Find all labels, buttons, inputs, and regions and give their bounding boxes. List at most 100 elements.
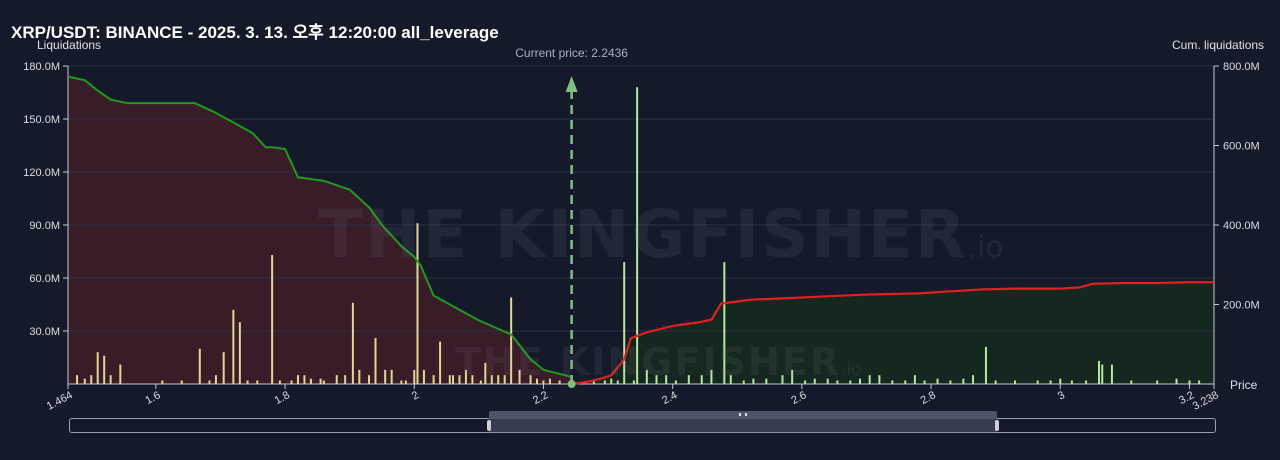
liquidation-bar bbox=[1156, 380, 1159, 384]
liquidation-bar bbox=[1110, 364, 1113, 384]
liquidation-bar bbox=[826, 378, 829, 384]
x-tick-label: 1.8 bbox=[273, 389, 292, 407]
liquidation-bar bbox=[616, 380, 619, 384]
liquidation-bar bbox=[535, 378, 538, 384]
liquidation-bar bbox=[439, 341, 442, 384]
liquidation-bar bbox=[674, 380, 677, 384]
liquidation-bar bbox=[1130, 380, 1133, 384]
liquidation-bar bbox=[636, 87, 639, 384]
liquidation-bar bbox=[278, 380, 281, 384]
liquidation-bar bbox=[791, 369, 794, 384]
liquidation-bar bbox=[290, 380, 293, 384]
zoom-handle-left[interactable] bbox=[487, 420, 491, 431]
liquidation-bar bbox=[452, 375, 455, 384]
liquidation-bar bbox=[858, 378, 861, 384]
liquidation-bar bbox=[422, 369, 425, 384]
liquidation-bar bbox=[448, 375, 451, 384]
liquidation-bar bbox=[198, 348, 201, 384]
liquidation-bar bbox=[479, 380, 482, 384]
liquidation-bar bbox=[400, 380, 403, 384]
liquidation-bar bbox=[984, 346, 987, 384]
liquidation-bar bbox=[490, 375, 493, 384]
liquidation-bar bbox=[208, 380, 211, 384]
liquidation-bar bbox=[723, 262, 726, 384]
liquidation-bar bbox=[232, 309, 235, 384]
liquidation-bar bbox=[309, 378, 312, 384]
left-tick-label: 90.0M bbox=[29, 220, 60, 232]
liquidation-bar bbox=[710, 369, 713, 384]
liquidation-bar bbox=[322, 380, 325, 384]
liquidation-bar bbox=[96, 352, 99, 384]
liquidation-bar bbox=[103, 355, 106, 384]
short-liquidation-area bbox=[68, 76, 572, 384]
liquidation-bar bbox=[351, 302, 354, 384]
liquidation-bar bbox=[335, 375, 338, 384]
zoom-slider-window[interactable] bbox=[489, 418, 997, 433]
right-tick-label: 800.0M bbox=[1223, 61, 1260, 73]
x-tick-label: 3.238 bbox=[1191, 389, 1221, 413]
liquidation-bar bbox=[994, 380, 997, 384]
liquidation-bar bbox=[1070, 380, 1073, 384]
liquidation-bar bbox=[1049, 380, 1052, 384]
liquidation-bar bbox=[645, 369, 648, 384]
liquidation-bar bbox=[752, 378, 755, 384]
liquidation-bar bbox=[238, 322, 241, 384]
liquidation-bar bbox=[923, 380, 926, 384]
liquidation-bar bbox=[246, 380, 249, 384]
liquidation-bar bbox=[972, 375, 975, 384]
x-tick-label: 2.8 bbox=[919, 389, 938, 407]
liquidation-bar bbox=[1036, 380, 1039, 384]
right-axis-title: Cum. liquidations bbox=[1172, 38, 1265, 52]
liquidation-bar bbox=[592, 380, 595, 384]
x-tick-label: 1.6 bbox=[143, 389, 162, 407]
x-tick-label: 1.464 bbox=[45, 389, 75, 413]
liquidation-bar bbox=[665, 375, 668, 384]
x-tick-label: 2.4 bbox=[660, 389, 679, 407]
liquidation-bar bbox=[368, 375, 371, 384]
liquidation-bar bbox=[1014, 380, 1017, 384]
long-cumulative-line bbox=[571, 281, 1214, 386]
liquidation-bar bbox=[542, 380, 545, 384]
liquidation-bar bbox=[729, 375, 732, 384]
chart-title: XRP/USDT: BINANCE - 2025. 3. 13. 오후 12:2… bbox=[11, 23, 499, 42]
liquidation-bar bbox=[109, 375, 112, 384]
liquidation-bar bbox=[687, 375, 690, 384]
liquidation-bar bbox=[765, 378, 768, 384]
zoom-handle-right[interactable] bbox=[995, 420, 999, 431]
liquidation-bar bbox=[1098, 361, 1101, 384]
zoom-slider-drag-bar[interactable] bbox=[489, 411, 997, 419]
liquidation-bar bbox=[700, 375, 703, 384]
liquidation-bar bbox=[891, 380, 894, 384]
liquidation-bar bbox=[390, 369, 393, 384]
liquidation-bar bbox=[742, 380, 745, 384]
left-tick-label: 120.0M bbox=[23, 167, 60, 179]
liquidation-bar bbox=[913, 375, 916, 384]
liquidation-bar bbox=[374, 338, 377, 384]
current-price-dot bbox=[567, 380, 576, 388]
liquidation-bar bbox=[214, 375, 217, 384]
liquidation-bar bbox=[878, 375, 881, 384]
liquidation-bar bbox=[222, 352, 225, 384]
liquidation-bar bbox=[161, 380, 164, 384]
liquidation-bar bbox=[518, 369, 521, 384]
x-tick-label: 2 bbox=[410, 389, 421, 402]
liquidation-bar bbox=[510, 297, 513, 384]
liquidation-bar bbox=[804, 380, 807, 384]
liquidation-bar bbox=[1198, 380, 1201, 384]
grip-icon bbox=[739, 413, 747, 416]
liquidation-bar bbox=[303, 375, 306, 384]
x-axis-title: Price bbox=[1230, 378, 1258, 392]
liquidation-bar bbox=[271, 255, 274, 384]
x-tick-label: 2.2 bbox=[531, 389, 550, 407]
liquidation-bar bbox=[548, 378, 551, 384]
long-liquidation-area bbox=[571, 282, 1214, 384]
liquidation-bar bbox=[484, 362, 487, 384]
liquidation-bar bbox=[416, 223, 419, 384]
liquidation-bar bbox=[949, 380, 952, 384]
liquidation-bar bbox=[90, 375, 93, 384]
liquidation-bar bbox=[471, 375, 474, 384]
liquidation-bar bbox=[119, 364, 122, 384]
liquidation-bar bbox=[413, 369, 416, 384]
